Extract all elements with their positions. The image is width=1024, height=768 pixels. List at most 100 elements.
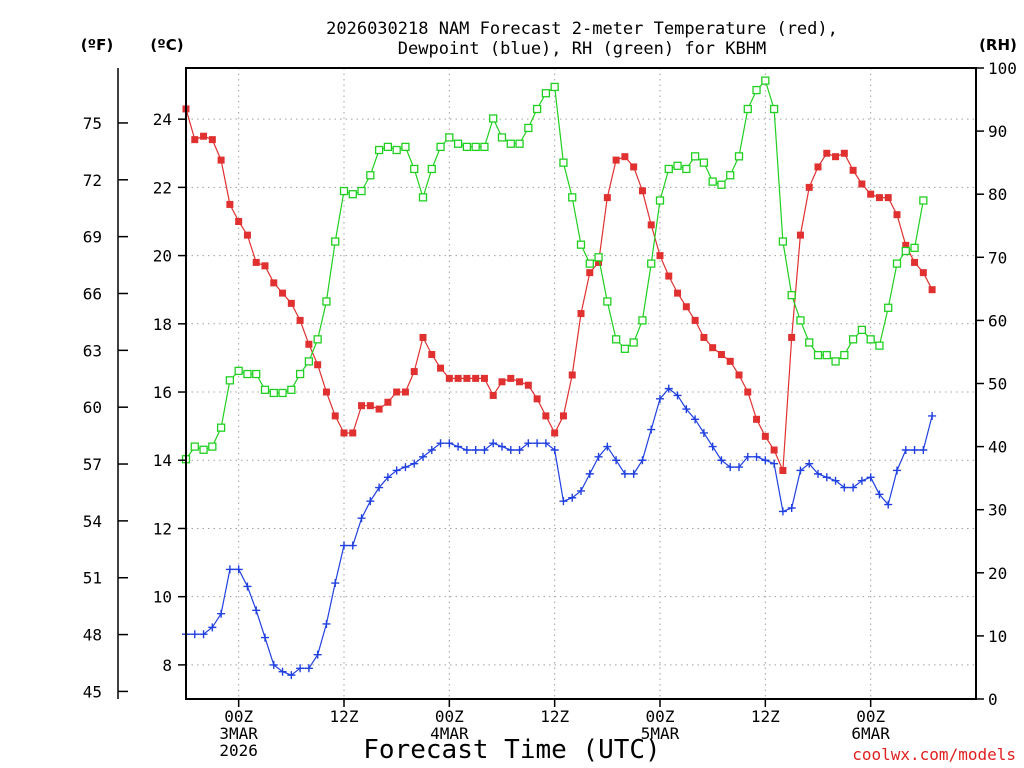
rh-point bbox=[629, 338, 638, 347]
rh-point bbox=[234, 366, 243, 376]
rh-point bbox=[190, 442, 199, 451]
temperature-point bbox=[586, 269, 594, 277]
temperature-point bbox=[928, 286, 936, 294]
x-tick-label: 4MAR bbox=[430, 724, 469, 743]
rh-point bbox=[497, 133, 507, 142]
rh-point bbox=[515, 139, 524, 148]
temperature-point bbox=[428, 351, 436, 359]
chart-title: 2026030218 NAM Forecast 2-meter Temperat… bbox=[326, 19, 838, 59]
dewpoint-point bbox=[498, 442, 506, 451]
celsius-tick-label: 14 bbox=[153, 451, 172, 470]
dewpoint-line bbox=[186, 387, 933, 676]
temperature-point bbox=[849, 166, 857, 174]
rh-point bbox=[892, 259, 902, 268]
rh-tick-label: 80 bbox=[988, 185, 1007, 204]
chart-title-line-1: 2026030218 NAM Forecast 2-meter Temperat… bbox=[326, 19, 838, 39]
temperature-point bbox=[647, 221, 655, 229]
x-tick-label: 00Z bbox=[224, 707, 253, 726]
dewpoint-point bbox=[840, 483, 849, 492]
temperature-point bbox=[191, 136, 199, 144]
rh-point bbox=[787, 291, 796, 300]
temperature-line bbox=[185, 108, 933, 471]
dewpoint-point bbox=[383, 473, 392, 482]
rh-tick-label: 0 bbox=[988, 690, 998, 709]
rh-point bbox=[489, 114, 498, 123]
rh-point bbox=[322, 297, 331, 306]
temperature-point bbox=[217, 156, 225, 164]
temperature-point bbox=[761, 432, 769, 440]
x-tick-label: 5MAR bbox=[641, 724, 680, 743]
rh-point bbox=[594, 253, 603, 262]
temperature-point bbox=[410, 368, 418, 376]
rh-point bbox=[436, 142, 445, 152]
rh-point bbox=[532, 104, 542, 114]
rh-point bbox=[576, 240, 586, 249]
rh-point bbox=[682, 164, 691, 174]
temperature-point bbox=[893, 211, 901, 219]
temperature-point bbox=[507, 374, 515, 382]
rh-tick-label: 50 bbox=[988, 375, 1007, 394]
x-tick-label: 00Z bbox=[646, 707, 675, 726]
rh-tick-label: 30 bbox=[988, 501, 1007, 520]
temperature-point bbox=[858, 180, 866, 188]
dewpoint-series bbox=[182, 384, 937, 680]
temperature-point bbox=[709, 344, 717, 352]
x-tick-label: 00Z bbox=[856, 707, 885, 726]
rh-point bbox=[225, 376, 235, 385]
rh-tick-label: 70 bbox=[988, 248, 1007, 267]
dewpoint-point bbox=[629, 469, 638, 478]
temperature-point bbox=[796, 231, 804, 239]
dewpoint-point bbox=[357, 514, 366, 523]
dewpoint-point bbox=[910, 446, 919, 455]
dewpoint-point bbox=[533, 439, 542, 448]
temperature-point bbox=[674, 289, 682, 297]
rh-tick-label: 100 bbox=[988, 59, 1017, 78]
rh-point bbox=[611, 335, 621, 344]
rh-point bbox=[506, 139, 515, 148]
celsius-tick-label: 24 bbox=[153, 110, 172, 129]
dewpoint-point bbox=[515, 446, 524, 455]
temperature-point bbox=[401, 388, 409, 396]
x-axis-title: Forecast Time (UTC) bbox=[363, 735, 660, 765]
dewpoint-point bbox=[287, 671, 296, 680]
chart-title-line-2: Dewpoint (blue), RH (green) for KBHM bbox=[398, 39, 766, 59]
dewpoint-point bbox=[480, 446, 489, 455]
temperature-point bbox=[884, 194, 892, 202]
dewpoint-point bbox=[568, 493, 577, 502]
rh-point bbox=[427, 164, 436, 174]
rh-point bbox=[840, 350, 849, 360]
dewpoint-point bbox=[778, 507, 787, 516]
temperature-point bbox=[366, 402, 374, 410]
dewpoint-point bbox=[884, 500, 893, 509]
fahrenheit-tick-label: 63 bbox=[83, 341, 102, 360]
rh-point bbox=[374, 145, 384, 155]
temperature-point bbox=[735, 371, 743, 379]
temperature-point bbox=[823, 149, 831, 157]
fahrenheit-tick-label: 48 bbox=[83, 626, 102, 645]
fahrenheit-tick-label: 72 bbox=[83, 171, 102, 190]
dewpoint-point bbox=[752, 452, 761, 461]
fahrenheit-tick-label: 66 bbox=[83, 284, 102, 303]
fahrenheit-tick-label: 51 bbox=[83, 569, 102, 588]
plot-frame bbox=[185, 67, 977, 700]
dewpoint-point bbox=[506, 446, 515, 455]
dewpoint-point bbox=[822, 473, 831, 482]
dewpoint-point bbox=[585, 469, 594, 478]
dewpoint-point bbox=[919, 446, 928, 455]
dewpoint-point bbox=[708, 442, 717, 451]
dewpoint-point bbox=[366, 497, 375, 506]
dewpoint-point bbox=[375, 483, 384, 492]
rh-point bbox=[550, 82, 559, 92]
fahrenheit-tick-label: 69 bbox=[83, 228, 102, 247]
x-tick-label: 2026 bbox=[219, 741, 258, 760]
fahrenheit-tick-label: 54 bbox=[83, 512, 102, 531]
dewpoint-point bbox=[743, 452, 752, 461]
dewpoint-point bbox=[550, 446, 559, 455]
temperature-point bbox=[603, 194, 611, 202]
celsius-tick-label: 8 bbox=[162, 656, 172, 675]
rh-point bbox=[822, 350, 831, 360]
rh-point bbox=[647, 259, 656, 268]
temperature-point bbox=[805, 183, 813, 191]
dewpoint-point bbox=[849, 483, 858, 492]
